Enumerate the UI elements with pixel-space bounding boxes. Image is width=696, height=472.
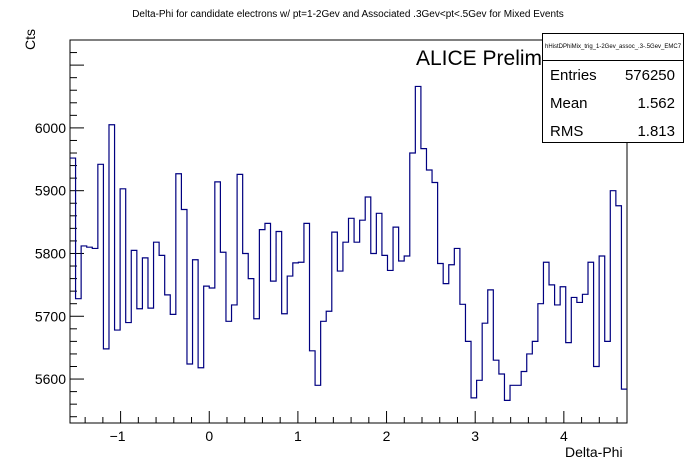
x-tick-label: −1: [110, 428, 126, 444]
stats-box: hHistDPhiMix_trig_1-2Gev_assoc_.3-.5Gev_…: [542, 33, 684, 143]
stats-row-rms: RMS 1.813: [543, 117, 683, 145]
stats-value: 576250: [624, 66, 675, 84]
stats-label: RMS: [550, 122, 584, 140]
histogram-series: [70, 85, 627, 401]
y-tick-label: 6000: [35, 120, 66, 136]
x-axis-label: Delta-Phi: [565, 444, 623, 460]
stats-row-entries: Entries 576250: [543, 61, 683, 89]
stats-value: 1.562: [637, 94, 675, 112]
stats-label: Mean: [550, 94, 588, 112]
plot-frame-rect: [69, 39, 628, 424]
plot-frame: [69, 39, 628, 424]
x-tick-label: 1: [294, 428, 302, 444]
x-tick-label: 4: [560, 428, 568, 444]
stats-value: 1.813: [637, 122, 675, 140]
x-axis: −1 0 1 2 3 4: [84, 411, 618, 444]
stats-label: Entries: [550, 66, 597, 84]
y-tick-label: 5800: [35, 245, 66, 261]
x-tick-label: 2: [383, 428, 391, 444]
y-axis-label: Cts: [22, 29, 38, 50]
y-tick-label: 5900: [35, 183, 66, 199]
x-tick-label: 0: [205, 428, 213, 444]
y-axis: 5600 5700 5800 5900 6000: [35, 39, 84, 418]
chart-title: Delta-Phi for candidate electrons w/ pt=…: [132, 9, 564, 20]
stats-histogram-name: hHistDPhiMix_trig_1-2Gev_assoc_.3-.5Gev_…: [543, 34, 683, 61]
stats-row-mean: Mean 1.562: [543, 89, 683, 117]
y-tick-label: 5600: [35, 371, 66, 387]
x-tick-label: 3: [471, 428, 479, 444]
y-tick-label: 5700: [35, 308, 66, 324]
